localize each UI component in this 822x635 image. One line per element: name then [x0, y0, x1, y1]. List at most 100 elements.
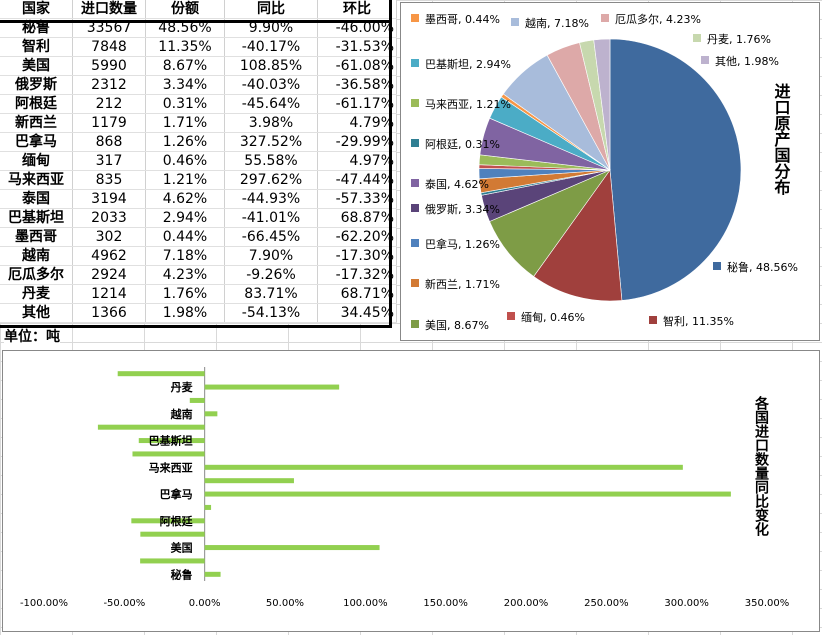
table-cell[interactable]: 4.79%	[317, 113, 397, 133]
bar[interactable]	[189, 397, 205, 403]
table-cell[interactable]: 1.76%	[145, 284, 225, 304]
pie-data-label[interactable]: 阿根廷, 0.31%	[425, 137, 500, 151]
pie-data-label[interactable]: 智利, 11.35%	[663, 314, 734, 328]
table-cell[interactable]: 1366	[72, 303, 146, 323]
table-cell[interactable]: 108.85%	[224, 56, 318, 76]
table-cell[interactable]: 68.87%	[317, 208, 397, 228]
table-cell[interactable]: 阿根廷	[0, 94, 73, 114]
table-cell[interactable]: 其他	[0, 303, 73, 323]
table-cell[interactable]: 302	[72, 227, 146, 247]
table-cell[interactable]: -66.45%	[224, 227, 318, 247]
pie-data-label[interactable]: 丹麦, 1.76%	[707, 33, 771, 46]
table-cell[interactable]: -41.01%	[224, 208, 318, 228]
table-cell[interactable]: 0.46%	[145, 151, 225, 171]
pie-data-label[interactable]: 缅甸, 0.46%	[521, 310, 585, 324]
bar[interactable]	[204, 571, 221, 577]
bar[interactable]	[131, 518, 205, 524]
table-cell[interactable]: -40.17%	[224, 37, 318, 57]
table-cell[interactable]: -62.20%	[317, 227, 397, 247]
table-cell[interactable]: -9.26%	[224, 265, 318, 285]
column-header[interactable]: 份额	[145, 0, 225, 19]
table-cell[interactable]: 泰国	[0, 189, 73, 209]
pie-data-label[interactable]: 秘鲁, 48.56%	[727, 260, 798, 274]
table-cell[interactable]: 868	[72, 132, 146, 152]
table-cell[interactable]: 5990	[72, 56, 146, 76]
bar[interactable]	[204, 478, 294, 484]
table-cell[interactable]: 7.90%	[224, 246, 318, 266]
table-cell[interactable]: 4.23%	[145, 265, 225, 285]
table-cell[interactable]: -47.44%	[317, 170, 397, 190]
table-cell[interactable]: 4.97%	[317, 151, 397, 171]
pie-data-label[interactable]: 越南, 7.18%	[525, 16, 589, 30]
column-header[interactable]: 进口数量	[72, 0, 146, 19]
pie-data-label[interactable]: 厄瓜多尔, 4.23%	[615, 12, 701, 26]
pie-data-label[interactable]: 巴基斯坦, 2.94%	[425, 57, 511, 71]
table-cell[interactable]: 1179	[72, 113, 146, 133]
table-cell[interactable]: 墨西哥	[0, 227, 73, 247]
column-header[interactable]: 环比	[317, 0, 397, 19]
table-cell[interactable]: 0.44%	[145, 227, 225, 247]
table-cell[interactable]: 4.62%	[145, 189, 225, 209]
pie-slice[interactable]	[533, 169, 623, 302]
pie-data-label[interactable]: 泰国, 4.62%	[425, 177, 489, 191]
pie-data-label[interactable]: 其他, 1.98%	[715, 55, 779, 68]
table-cell[interactable]: 34.45%	[317, 303, 397, 323]
bar[interactable]	[204, 464, 683, 470]
table-cell[interactable]: 297.62%	[224, 170, 318, 190]
table-cell[interactable]: -61.17%	[317, 94, 397, 114]
table-cell[interactable]: 厄瓜多尔	[0, 265, 73, 285]
table-cell[interactable]: -46.00%	[317, 18, 397, 38]
table-cell[interactable]: 2924	[72, 265, 146, 285]
bar[interactable]	[140, 558, 205, 564]
table-cell[interactable]: 9.90%	[224, 18, 318, 38]
table-cell[interactable]: 智利	[0, 37, 73, 57]
table-cell[interactable]: -44.93%	[224, 189, 318, 209]
table-cell[interactable]: 212	[72, 94, 146, 114]
pie-data-label[interactable]: 马来西亚, 1.21%	[425, 98, 511, 111]
pie-data-label[interactable]: 新西兰, 1.71%	[425, 277, 500, 291]
table-cell[interactable]: 48.56%	[145, 18, 225, 38]
bar[interactable]	[138, 438, 205, 444]
table-cell[interactable]: 马来西亚	[0, 170, 73, 190]
table-cell[interactable]: 巴基斯坦	[0, 208, 73, 228]
pie-data-label[interactable]: 美国, 8.67%	[425, 319, 489, 332]
table-cell[interactable]: -57.33%	[317, 189, 397, 209]
pie-title[interactable]: 进口原产国分布	[772, 83, 791, 196]
table-cell[interactable]: -31.53%	[317, 37, 397, 57]
table-cell[interactable]: -17.30%	[317, 246, 397, 266]
bar[interactable]	[204, 504, 212, 510]
table-cell[interactable]: 2033	[72, 208, 146, 228]
table-cell[interactable]: 7848	[72, 37, 146, 57]
table-cell[interactable]: 1214	[72, 284, 146, 304]
table-cell[interactable]: 0.31%	[145, 94, 225, 114]
bar[interactable]	[204, 384, 340, 390]
bar[interactable]	[204, 411, 218, 417]
bar[interactable]	[204, 545, 380, 551]
table-cell[interactable]: 俄罗斯	[0, 75, 73, 95]
table-cell[interactable]: 83.71%	[224, 284, 318, 304]
pie-data-label[interactable]: 墨西哥, 0.44%	[425, 13, 500, 26]
column-header[interactable]: 同比	[224, 0, 318, 19]
bar[interactable]	[97, 424, 205, 430]
table-cell[interactable]: -29.99%	[317, 132, 397, 152]
table-cell[interactable]: 1.21%	[145, 170, 225, 190]
table-cell[interactable]: 317	[72, 151, 146, 171]
table-cell[interactable]: 3.98%	[224, 113, 318, 133]
table-cell[interactable]: 秘鲁	[0, 18, 73, 38]
table-cell[interactable]: -45.64%	[224, 94, 318, 114]
table-cell[interactable]: -61.08%	[317, 56, 397, 76]
table-cell[interactable]: -40.03%	[224, 75, 318, 95]
table-cell[interactable]: 8.67%	[145, 56, 225, 76]
pie-data-label[interactable]: 巴拿马, 1.26%	[425, 237, 500, 251]
table-cell[interactable]: 11.35%	[145, 37, 225, 57]
table-cell[interactable]: -36.58%	[317, 75, 397, 95]
column-header[interactable]: 国家	[0, 0, 73, 19]
table-cell[interactable]: 33567	[72, 18, 146, 38]
table-cell[interactable]: 7.18%	[145, 246, 225, 266]
table-cell[interactable]: 835	[72, 170, 146, 190]
table-cell[interactable]: 327.52%	[224, 132, 318, 152]
table-cell[interactable]: 缅甸	[0, 151, 73, 171]
table-cell[interactable]: 3194	[72, 189, 146, 209]
table-cell[interactable]: 3.34%	[145, 75, 225, 95]
table-cell[interactable]: -17.32%	[317, 265, 397, 285]
